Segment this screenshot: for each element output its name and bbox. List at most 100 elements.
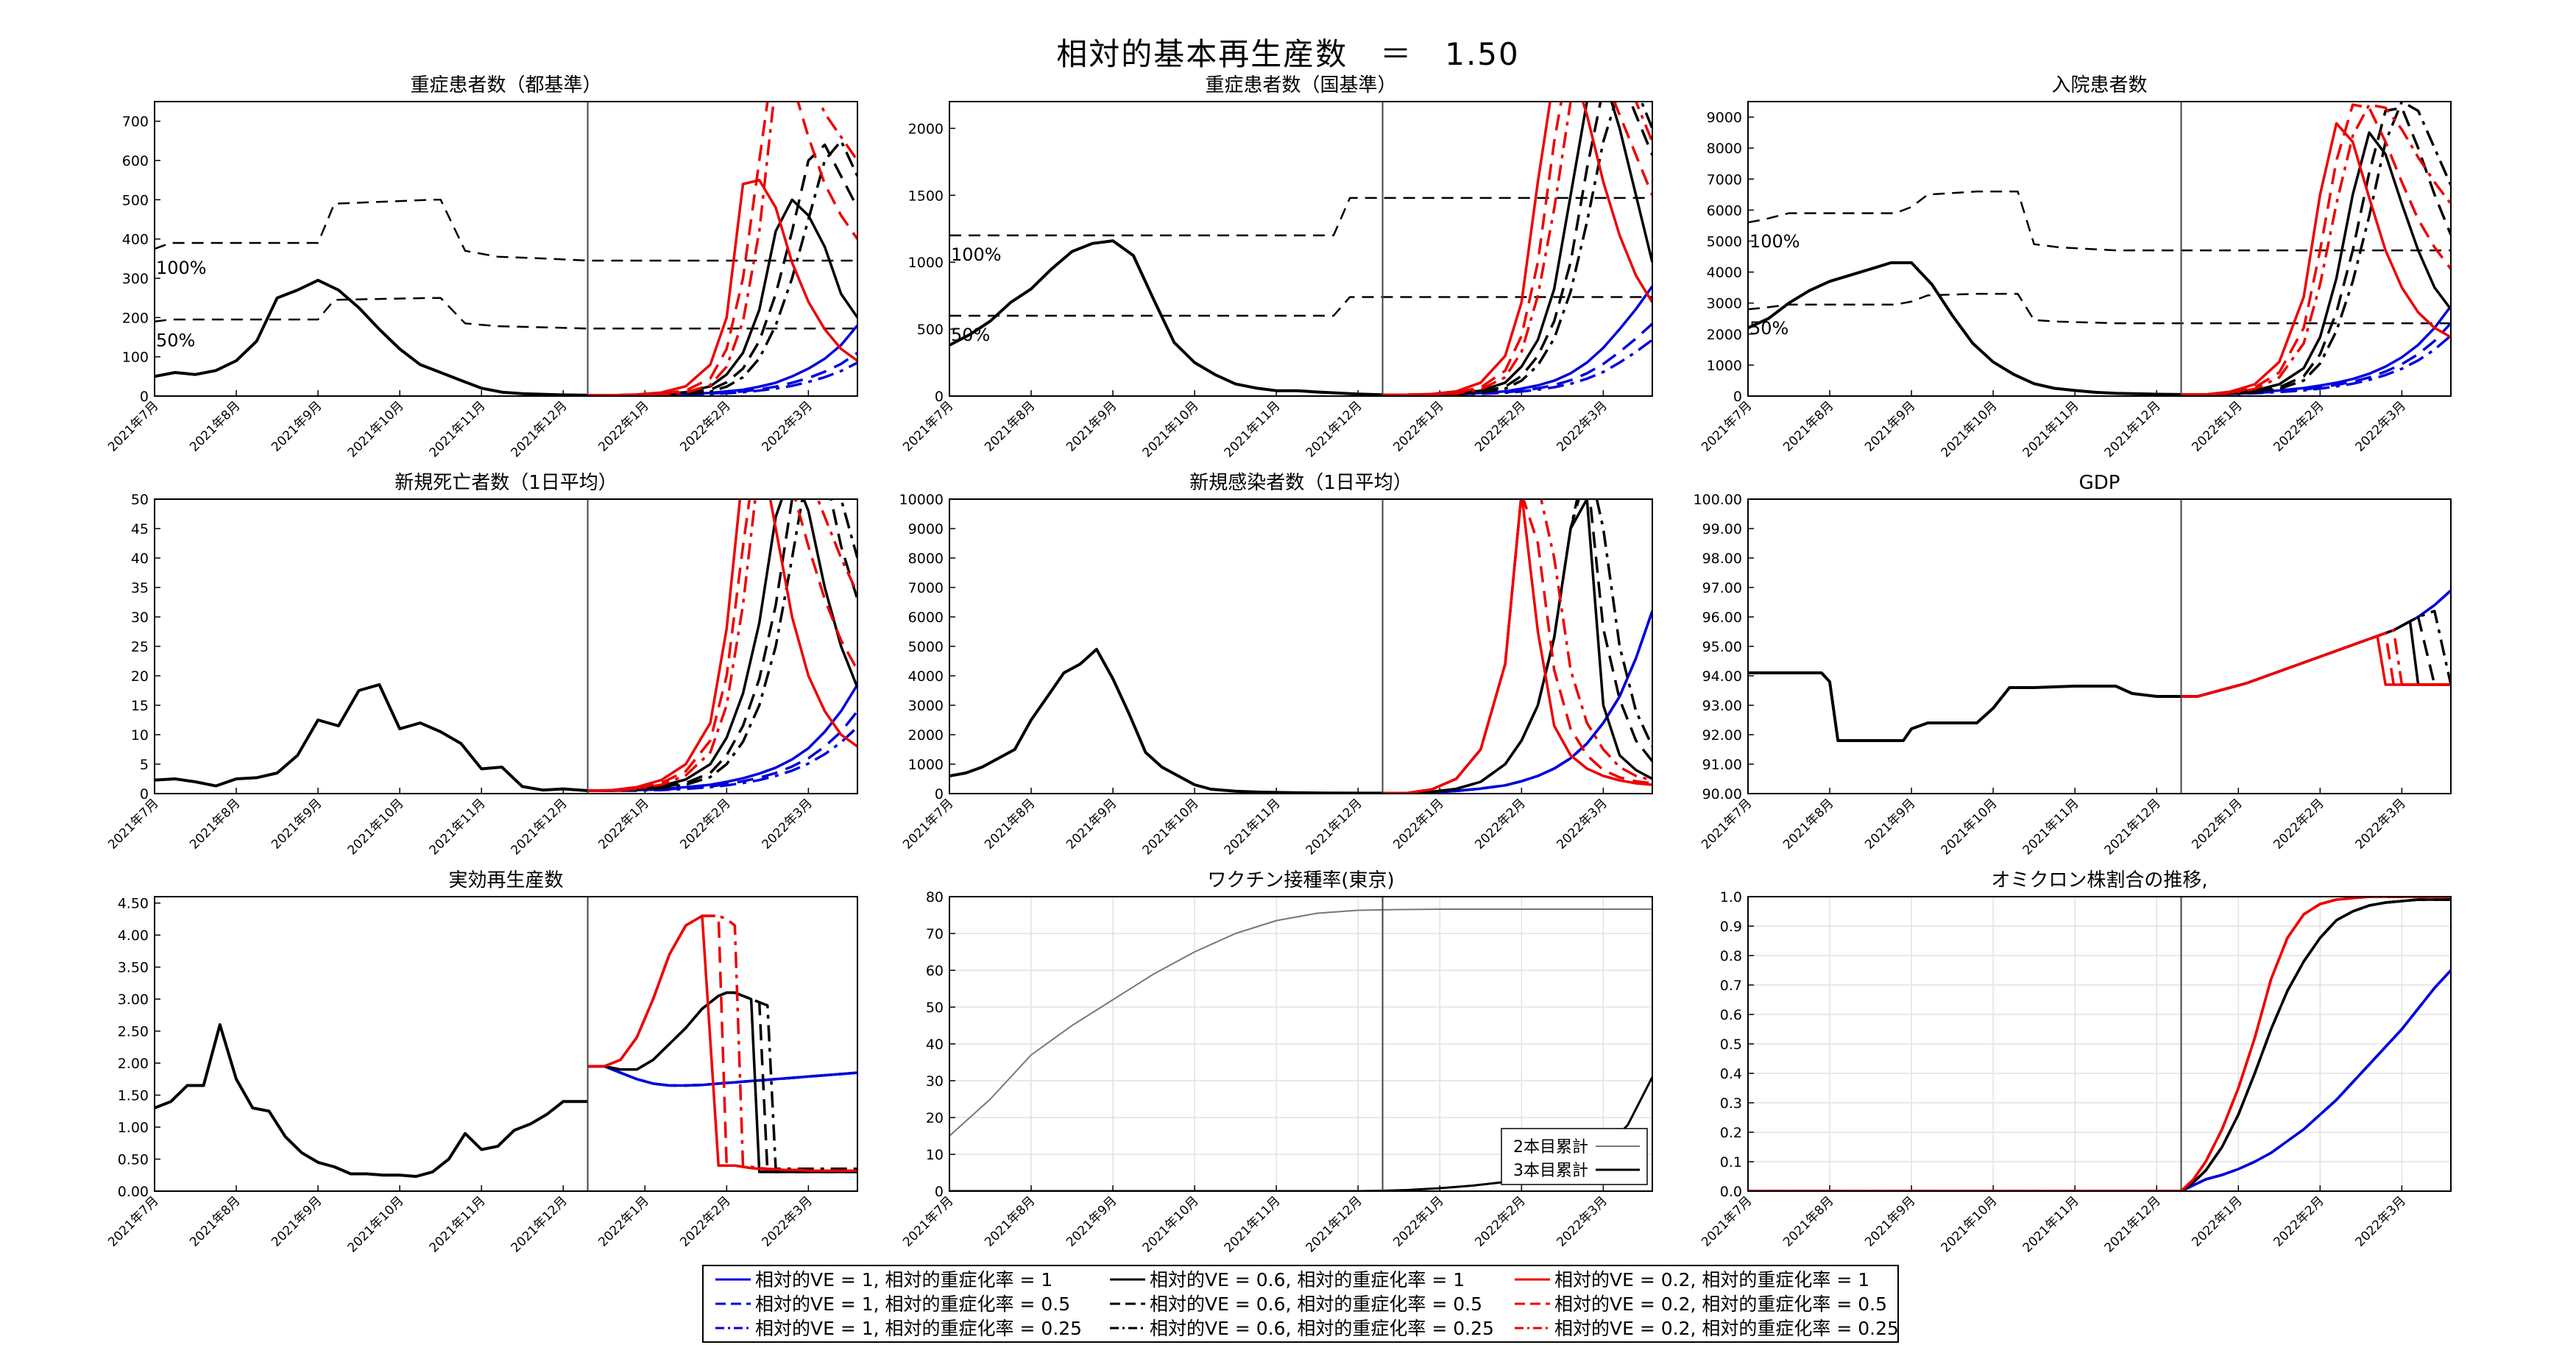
series-line: [1748, 969, 2451, 1191]
x-tick-label: 2022年3月: [2352, 796, 2408, 852]
series-line: [587, 499, 857, 792]
x-tick-label: 2021年9月: [1064, 796, 1119, 852]
legend-label: 2本目累計: [1513, 1138, 1588, 1157]
legend: [1501, 1128, 1648, 1185]
history-line: [949, 239, 1383, 396]
y-tick-label: 99.00: [1702, 521, 1742, 537]
y-tick-label: 91.00: [1702, 757, 1742, 773]
legend-label: 相対的VE = 0.2, 相対的重症化率 = 1: [1554, 1269, 1870, 1291]
x-tick-label: 2021年10月: [345, 1193, 407, 1255]
x-tick-label: 2021年11月: [2020, 398, 2082, 460]
threshold-label: 100%: [156, 258, 207, 278]
plot-area: [1748, 897, 2451, 1191]
series-line: [1748, 897, 2451, 1191]
x-tick-label: 2022年2月: [2271, 1193, 2326, 1249]
series-line: [587, 143, 857, 396]
series-line: [1382, 610, 1652, 794]
series-line: [587, 499, 857, 792]
history-line: [949, 648, 1383, 794]
series-line: [2181, 131, 2451, 396]
chart-title: 入院患者数: [2051, 74, 2147, 96]
y-tick-label: 1.0: [1720, 889, 1742, 906]
threshold-label: 50%: [951, 325, 990, 345]
y-tick-label: 95.00: [1702, 639, 1742, 655]
y-tick-label: 600: [122, 153, 149, 169]
series-line: [1382, 499, 1652, 794]
legend-label: 相対的VE = 0.6, 相対的重症化率 = 0.5: [1150, 1293, 1482, 1315]
y-tick-label: 3000: [908, 698, 944, 714]
series-line: [587, 914, 857, 1172]
y-tick-label: 50: [131, 492, 149, 508]
series-line: [1382, 610, 1652, 794]
x-tick-label: 2022年3月: [2352, 1193, 2408, 1249]
plot-area: [949, 499, 1652, 794]
x-tick-label: 2021年7月: [105, 1193, 161, 1249]
series-line: [587, 914, 857, 1172]
chart-panel: ワクチン接種率(東京) 0 10 20 30 40 50 60 70 80 2021年7月 2021年…: [900, 869, 1653, 1255]
threshold-label: 50%: [156, 331, 195, 351]
y-tick-label: 0: [935, 1184, 944, 1200]
y-tick-label: 60: [926, 963, 944, 979]
x-tick-label: 2021年8月: [982, 1193, 1038, 1249]
y-tick-label: 2.50: [118, 1024, 149, 1040]
y-tick-label: 100: [122, 350, 149, 366]
series-line: [1382, 102, 1652, 396]
y-tick-label: 30: [926, 1073, 944, 1090]
x-tick-label: 2022年1月: [1390, 398, 1446, 454]
y-tick-label: 6000: [1707, 202, 1742, 219]
series-line: [2181, 322, 2451, 396]
axes-frame: [1747, 498, 2452, 794]
chart-panel: 重症患者数（都基準） 0 100 200 300 400 500 600 700 2021年7月 2…: [105, 74, 858, 460]
y-tick-label: 98.00: [1702, 551, 1742, 567]
y-tick-label: 0.6: [1720, 1007, 1742, 1023]
series-line: [2181, 305, 2451, 396]
threshold-label: 100%: [951, 244, 1002, 265]
x-tick-label: 2021年10月: [1939, 398, 2000, 460]
x-tick-label: 2021年11月: [427, 1193, 489, 1255]
y-tick-label: 0: [935, 786, 944, 802]
x-tick-label: 2022年1月: [1390, 1193, 1446, 1249]
y-tick-label: 0.50: [118, 1152, 149, 1168]
series-line: [587, 991, 857, 1173]
x-tick-label: 2022年2月: [677, 398, 733, 454]
series-line: [2181, 102, 2451, 396]
y-tick-label: 70: [926, 926, 944, 942]
plot-area: [155, 102, 857, 396]
series-line: [1748, 898, 2451, 1191]
y-tick-label: 97.00: [1702, 580, 1742, 596]
x-tick-label: 2021年11月: [2020, 796, 2082, 858]
x-tick-label: 2021年12月: [2102, 398, 2164, 460]
y-tick-label: 45: [131, 521, 149, 537]
series-line: [587, 102, 857, 396]
x-tick-label: 2022年2月: [677, 796, 733, 852]
legend: 相対的VE = 1, 相対的重症化率 = 1 相対的VE = 1, 相対的重症化…: [702, 1265, 1899, 1343]
series-line: [587, 198, 857, 396]
y-tick-label: 0.4: [1720, 1066, 1742, 1082]
chart-title: 重症患者数（都基準）: [410, 74, 601, 96]
series-line: [1382, 102, 1652, 396]
series-line: [2181, 635, 2451, 698]
chart-title: GDP: [2079, 472, 2120, 494]
legend-label: 相対的VE = 0.2, 相対的重症化率 = 0.25: [1554, 1318, 1899, 1339]
y-tick-label: 20: [131, 668, 149, 685]
history-line: [155, 278, 588, 396]
x-tick-label: 2022年3月: [759, 1193, 815, 1249]
x-tick-label: 2021年11月: [1222, 1193, 1284, 1255]
y-tick-label: 5000: [908, 639, 944, 655]
x-tick-label: 2022年1月: [595, 796, 651, 852]
series-line: [587, 499, 857, 792]
y-tick-label: 35: [131, 580, 149, 596]
x-tick-label: 2022年2月: [1472, 1193, 1528, 1249]
x-tick-label: 2022年2月: [1472, 398, 1528, 454]
y-tick-label: 15: [131, 698, 149, 714]
x-tick-label: 2022年1月: [2189, 398, 2245, 454]
y-tick-label: 25: [131, 639, 149, 655]
y-tick-label: 700: [122, 114, 149, 130]
chart-panel: 重症患者数（国基準） 0 500 1000 1500 2000 2021年7月 2021年8月…: [900, 74, 1653, 460]
x-tick-label: 2021年11月: [1222, 398, 1284, 460]
x-tick-label: 2021年9月: [269, 1193, 325, 1249]
threshold-label: 100%: [1749, 231, 1800, 252]
series-line: [1748, 898, 2451, 1191]
chart-panel: 入院患者数 0 1000 2000 3000 4000 5000 6000 7000 8000 90…: [1699, 74, 2452, 460]
threshold-line: [155, 297, 857, 330]
